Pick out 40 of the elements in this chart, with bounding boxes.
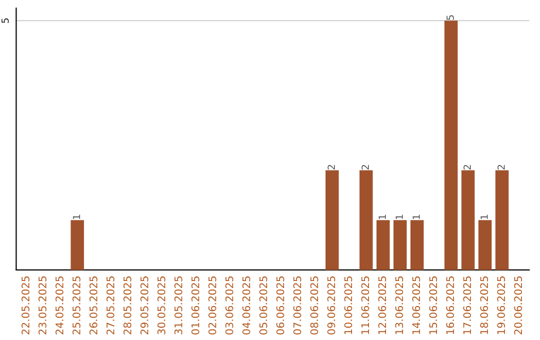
x-tick-label: 09.06.2025 [327, 276, 336, 334]
x-tick-label: 25.05.2025 [72, 276, 80, 334]
x-tick-label: 02.06.2025 [208, 276, 216, 334]
x-tick-label: 06.06.2025 [276, 276, 284, 334]
x-tick-label: 19.06.2025 [497, 276, 506, 334]
x-tick-label: 05.06.2025 [259, 276, 268, 334]
x-tick-label: 07.06.2025 [293, 276, 302, 334]
x-tick-label: 29.05.2025 [140, 276, 148, 334]
x-tick-label: 15.06.2025 [429, 276, 438, 334]
x-tick-label: 12.06.2025 [378, 276, 386, 334]
x-tick-label: 20.06.2025 [514, 276, 522, 334]
x-tick-label: 01.06.2025 [191, 276, 200, 334]
x-tick-label: 16.06.2025 [446, 276, 454, 334]
data-label: 2 [328, 165, 335, 170]
data-label: 1 [72, 214, 80, 220]
x-tick-label: 18.06.2025 [480, 276, 488, 334]
data-label: 1 [412, 214, 420, 220]
data-label: 2 [497, 165, 505, 170]
data-label: 5 [446, 15, 454, 20]
x-tick-label: 04.06.2025 [242, 276, 250, 334]
x-tick-label: 13.06.2025 [395, 276, 404, 334]
x-tick-label: 31.05.2025 [174, 276, 182, 334]
data-label: 1 [480, 214, 488, 220]
x-tick-label: 11.06.2025 [361, 276, 370, 334]
x-tick-label: 24.05.2025 [56, 276, 64, 334]
x-tick-label: 10.06.2025 [344, 276, 352, 334]
x-tick-label: 22.05.2025 [22, 276, 30, 334]
x-tick-label: 30.05.2025 [157, 276, 166, 334]
data-label: 1 [396, 214, 403, 220]
x-tick-label: 17.06.2025 [463, 276, 472, 334]
x-tick-label: 27.05.2025 [106, 276, 114, 334]
x-tick-label: 08.06.2025 [310, 276, 318, 334]
x-tick-label: 23.05.2025 [38, 276, 46, 334]
x-tick-label: 14.06.2025 [412, 276, 420, 334]
data-label: 2 [464, 165, 471, 170]
x-tick-label: 26.05.2025 [89, 276, 98, 334]
x-tick-label: 28.05.2025 [123, 276, 132, 334]
data-label: 1 [378, 214, 386, 220]
x-tick-label: 03.06.2025 [225, 276, 234, 334]
data-label: 2 [362, 165, 369, 170]
